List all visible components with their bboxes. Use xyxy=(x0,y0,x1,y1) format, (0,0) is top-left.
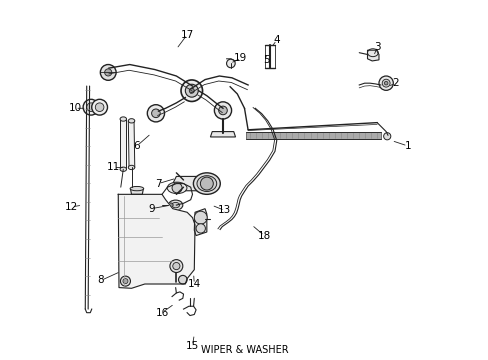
Ellipse shape xyxy=(130,186,143,191)
Polygon shape xyxy=(172,176,201,191)
Text: 13: 13 xyxy=(218,206,231,216)
Circle shape xyxy=(214,102,231,119)
Polygon shape xyxy=(130,189,143,194)
Circle shape xyxy=(200,177,213,190)
Circle shape xyxy=(189,88,194,93)
Text: 16: 16 xyxy=(155,308,168,318)
Circle shape xyxy=(378,76,392,90)
Ellipse shape xyxy=(193,173,220,194)
Text: 19: 19 xyxy=(234,53,247,63)
Polygon shape xyxy=(246,132,380,139)
Circle shape xyxy=(151,109,160,118)
Circle shape xyxy=(120,276,130,286)
Text: 1: 1 xyxy=(404,141,410,151)
Circle shape xyxy=(384,81,387,85)
Circle shape xyxy=(95,103,104,112)
Text: 18: 18 xyxy=(257,231,270,240)
Text: WIPER & WASHER: WIPER & WASHER xyxy=(200,345,288,355)
Polygon shape xyxy=(210,132,235,137)
Circle shape xyxy=(83,99,99,115)
Ellipse shape xyxy=(120,117,126,121)
Text: 9: 9 xyxy=(148,204,154,214)
Text: 4: 4 xyxy=(273,35,280,45)
Circle shape xyxy=(169,260,183,273)
Circle shape xyxy=(104,69,112,76)
Text: 11: 11 xyxy=(107,162,120,172)
Text: 10: 10 xyxy=(68,103,81,113)
Text: 3: 3 xyxy=(373,42,380,52)
Text: 12: 12 xyxy=(65,202,78,212)
Circle shape xyxy=(196,224,205,233)
Text: 2: 2 xyxy=(391,78,398,88)
Circle shape xyxy=(172,262,180,270)
Circle shape xyxy=(181,80,202,102)
Polygon shape xyxy=(118,194,195,288)
Circle shape xyxy=(168,203,173,207)
Text: 7: 7 xyxy=(155,179,162,189)
Text: 17: 17 xyxy=(180,30,193,40)
Circle shape xyxy=(226,59,235,68)
Ellipse shape xyxy=(197,176,216,192)
Polygon shape xyxy=(120,119,126,169)
Polygon shape xyxy=(367,50,378,61)
Circle shape xyxy=(147,105,164,122)
Text: 5: 5 xyxy=(262,55,269,65)
Polygon shape xyxy=(128,121,135,167)
Ellipse shape xyxy=(128,165,135,170)
Circle shape xyxy=(86,103,95,112)
Circle shape xyxy=(172,183,182,193)
Text: 14: 14 xyxy=(187,279,201,289)
Circle shape xyxy=(382,79,389,87)
Circle shape xyxy=(100,64,116,80)
Text: 15: 15 xyxy=(185,341,199,351)
Circle shape xyxy=(194,211,207,224)
Circle shape xyxy=(122,279,128,284)
Circle shape xyxy=(178,275,187,284)
Text: 8: 8 xyxy=(98,275,104,285)
Text: 6: 6 xyxy=(133,141,140,151)
Circle shape xyxy=(92,99,107,115)
Ellipse shape xyxy=(120,167,126,171)
Ellipse shape xyxy=(171,202,179,208)
Circle shape xyxy=(185,84,198,97)
Polygon shape xyxy=(194,209,206,235)
Ellipse shape xyxy=(128,119,135,123)
Ellipse shape xyxy=(167,182,186,194)
Circle shape xyxy=(383,133,390,140)
Ellipse shape xyxy=(168,200,183,210)
Circle shape xyxy=(218,106,227,115)
